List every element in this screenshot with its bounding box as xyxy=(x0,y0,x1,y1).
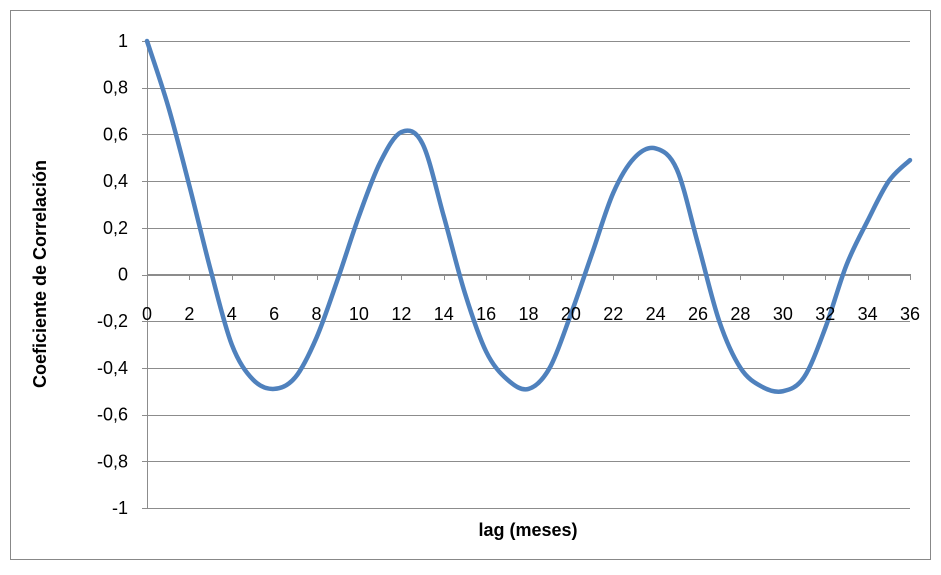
y-tick-label: 0,2 xyxy=(103,218,128,238)
x-tick-label: 26 xyxy=(688,304,708,324)
x-tick-label: 22 xyxy=(603,304,623,324)
y-tick-label: 0,8 xyxy=(103,78,128,98)
x-tick-label: 20 xyxy=(561,304,581,324)
chart-border xyxy=(10,10,931,560)
x-tick-label: 28 xyxy=(730,304,750,324)
y-tick-label: -0,2 xyxy=(97,311,128,331)
x-tick-label: 10 xyxy=(349,304,369,324)
x-tick-label: 14 xyxy=(434,304,454,324)
x-tick-label: 12 xyxy=(391,304,411,324)
y-tick-label: -0,4 xyxy=(97,358,128,378)
x-tick-label: 24 xyxy=(646,304,666,324)
x-tick-label: 4 xyxy=(227,304,237,324)
y-tick-label: 0,6 xyxy=(103,124,128,144)
x-axis-title: lag (meses) xyxy=(478,520,577,540)
tick-labels: 10,80,60,40,20-0,2-0,4-0,6-0,8-10 2 4 6 8 10 1… xyxy=(97,31,920,518)
y-tick-label: 0 xyxy=(118,265,128,285)
x-tick-label: 36 xyxy=(900,304,920,324)
x-tick-label: 6 xyxy=(269,304,279,324)
x-tick-label: 2 xyxy=(184,304,194,324)
axes xyxy=(142,41,911,509)
x-tick-label: 32 xyxy=(815,304,835,324)
y-axis-title: Coeficiente de Correlación xyxy=(30,160,50,388)
x-tick-label: 30 xyxy=(773,304,793,324)
x-tick-label: 0 xyxy=(142,304,152,324)
y-tick-label: -0,8 xyxy=(97,451,128,471)
y-tick-label: 0,4 xyxy=(103,171,128,191)
x-tick-label: 8 xyxy=(312,304,322,324)
x-tick-label: 18 xyxy=(518,304,538,324)
y-tick-label: 1 xyxy=(118,31,128,51)
x-tick-label: 16 xyxy=(476,304,496,324)
y-tick-label: -1 xyxy=(112,498,128,518)
series-line xyxy=(144,38,913,394)
y-tick-label: -0,6 xyxy=(97,405,128,425)
x-tick-label: 34 xyxy=(858,304,878,324)
series-layer xyxy=(144,38,913,394)
